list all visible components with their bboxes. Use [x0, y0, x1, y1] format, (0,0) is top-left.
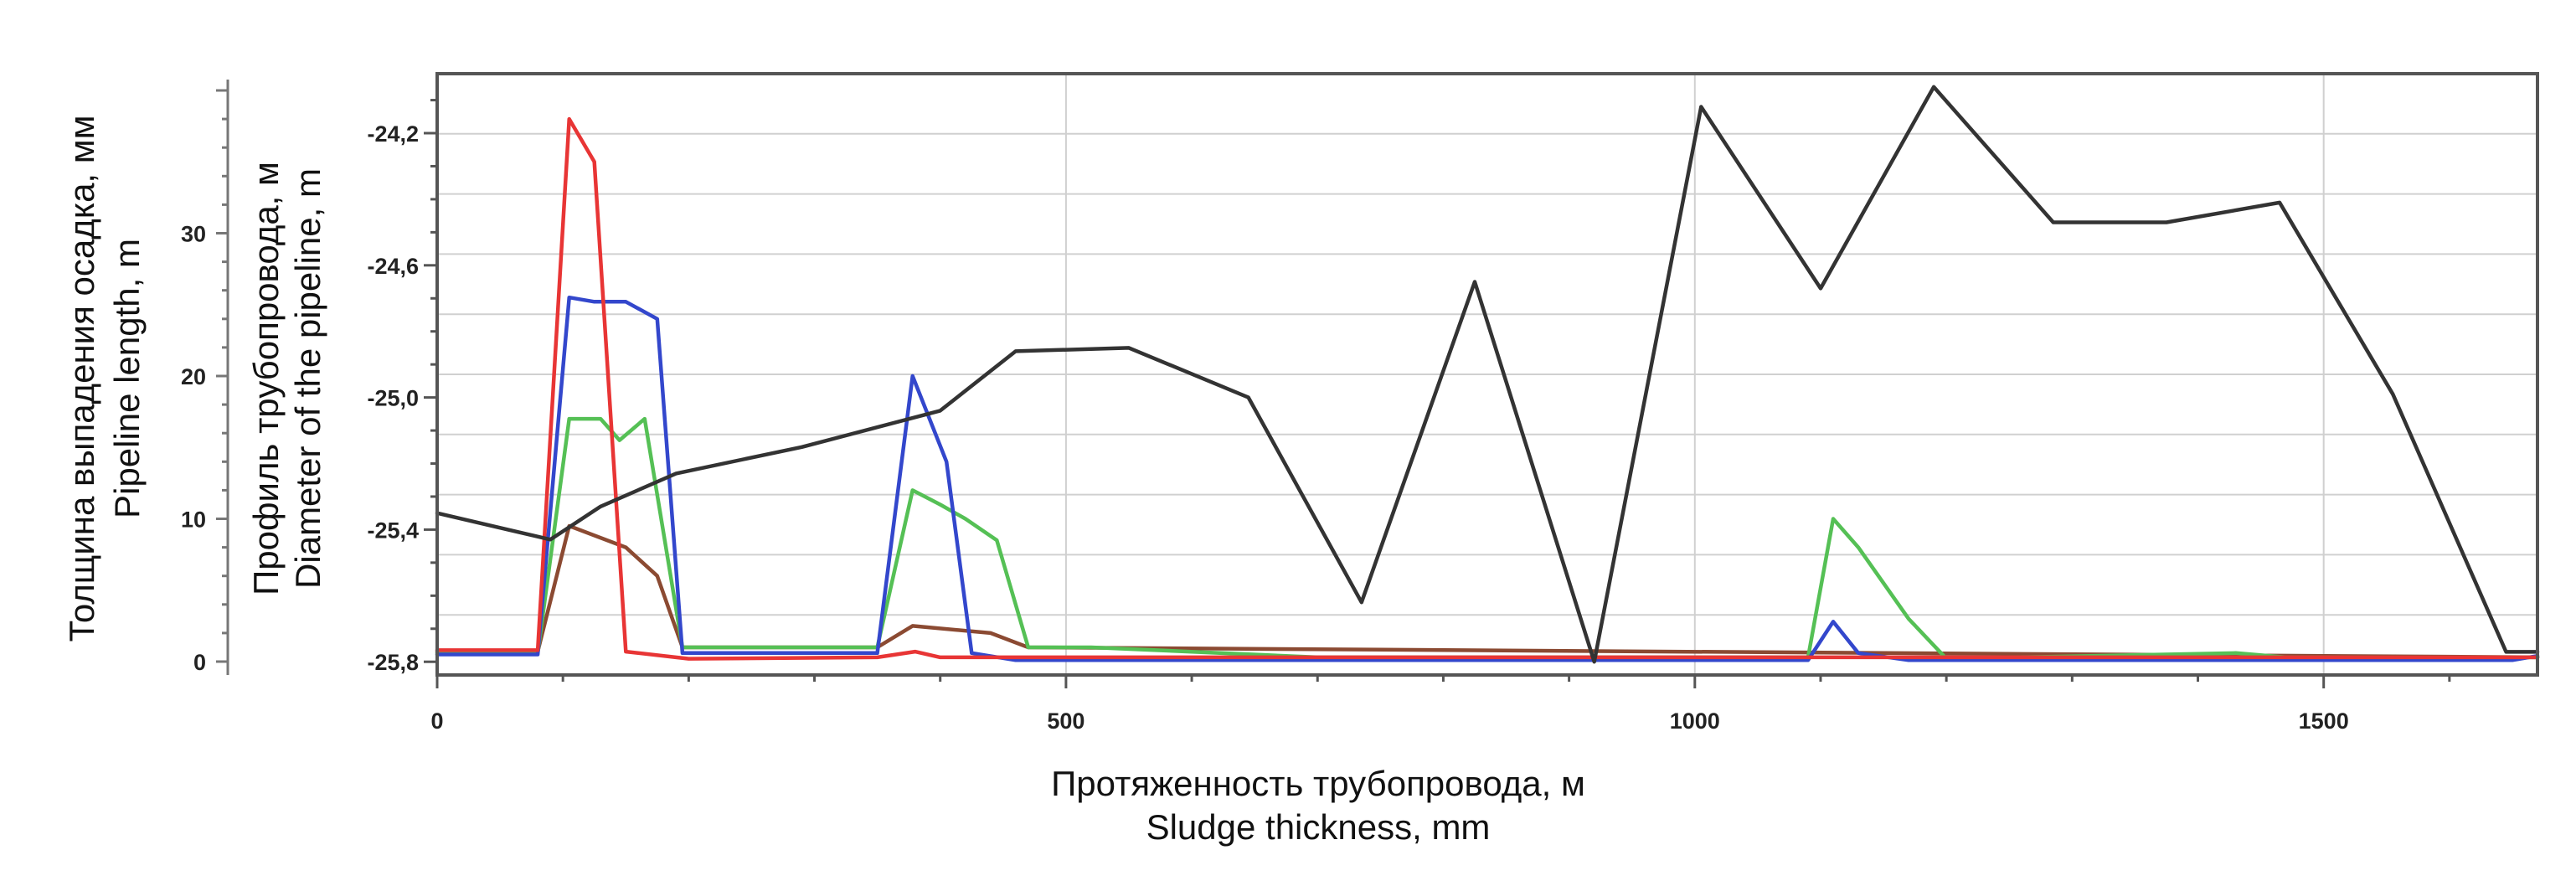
- x-axis-title-line-1: Протяженность трубопровода, м: [1051, 764, 1585, 803]
- y-left-tick-label: 20: [181, 364, 206, 389]
- x-axis-title-line-2: Sludge thickness, mm: [1146, 807, 1491, 847]
- series-line-1: [435, 85, 2540, 664]
- series-line-3: [435, 295, 2540, 662]
- series-line-5: [435, 523, 2540, 660]
- y-left-tick-label: 0: [193, 650, 206, 675]
- y-left-title-line-1: Толщина выпадения осадка, мм: [62, 115, 101, 641]
- y-right-tick-label: -25,4: [367, 518, 419, 543]
- gridlines: [436, 74, 2537, 675]
- plot-area-frame: [435, 72, 2539, 677]
- data-series: [435, 85, 2540, 664]
- y-right-tick-label: -25,0: [367, 386, 419, 411]
- y-right-tick-label: -25,8: [367, 650, 419, 675]
- x-tick-label: 0: [430, 708, 443, 734]
- x-tick-label: 1500: [2299, 708, 2349, 734]
- y-left-title-line-2: Pipeline length, m: [107, 239, 147, 518]
- y-right-title-line-1: Профиль трубопровода, м: [246, 162, 286, 595]
- y-right-tick-label: -24,6: [367, 254, 419, 279]
- x-tick-label: 1000: [1670, 708, 1720, 734]
- y-right-title-line-2: Diameter of the pipeline, m: [288, 168, 327, 589]
- axes: [216, 80, 2451, 688]
- y-right-tick-label: -24,2: [367, 121, 419, 147]
- y-left-tick-label: 10: [181, 507, 206, 533]
- series-line-4: [435, 416, 2540, 661]
- series-line-2: [435, 116, 2540, 661]
- tick-labels: 0 10 20 30 -25,8 -25,4 -25,0 -24,6 -24,2 0 500 1000…: [181, 121, 2349, 734]
- x-tick-label: 500: [1047, 708, 1084, 734]
- y-left-tick-label: 30: [181, 222, 206, 247]
